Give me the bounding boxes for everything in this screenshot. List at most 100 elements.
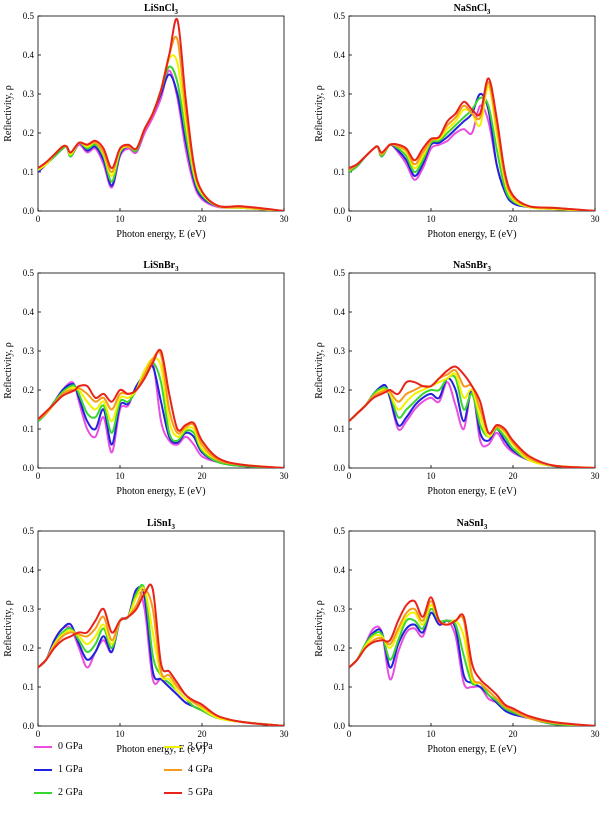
y-tick-label: 0.0 <box>23 206 35 216</box>
x-tick-label: 10 <box>427 729 437 739</box>
y-tick-label: 0.4 <box>23 307 35 317</box>
chart-title: LiSnCl3 <box>144 3 179 16</box>
x-tick-label: 10 <box>427 214 437 224</box>
x-tick-label: 30 <box>591 729 600 739</box>
chart-title: LiSnBr3 <box>143 260 179 273</box>
series-line <box>38 17 284 211</box>
series-line <box>349 611 595 726</box>
x-tick-label: 0 <box>347 729 352 739</box>
y-tick-label: 0.0 <box>334 206 346 216</box>
series-line <box>349 607 595 726</box>
legend: 0 GPa 1 GPa 2 GPa 3 GPa 4 GPa 5 GPa <box>34 741 294 811</box>
y-tick-label: 0.1 <box>334 424 345 434</box>
x-tick-label: 20 <box>509 471 519 481</box>
chart-title-subscript: 3 <box>171 523 175 531</box>
chart-panel: 0 10 20 30 0.0 0.1 0.2 0.3 0.4 0.5 LiSnI3 Photon en… <box>3 518 289 755</box>
y-tick-label: 0.5 <box>23 11 35 21</box>
x-axis-label: Photon energy, E (eV) <box>116 486 205 497</box>
x-tick-label: 20 <box>198 471 208 481</box>
plot-frame <box>348 272 596 469</box>
y-tick-label: 0.4 <box>334 565 346 575</box>
chart-title-subscript: 3 <box>175 8 179 16</box>
y-tick-label: 0.5 <box>334 268 346 278</box>
y-tick-label: 0.3 <box>334 604 346 614</box>
series-line <box>349 611 595 726</box>
chart-title-subscript: 3 <box>487 8 491 16</box>
x-axis-label: Photon energy, E (eV) <box>116 744 205 755</box>
series-line <box>38 586 284 726</box>
series-line <box>38 73 284 211</box>
y-tick-label: 0.1 <box>23 682 34 692</box>
y-tick-label: 0.0 <box>23 463 35 473</box>
y-tick-label: 0.2 <box>23 643 34 653</box>
plot-frame <box>348 15 596 212</box>
y-tick-label: 0.2 <box>23 128 34 138</box>
y-tick-label: 0.2 <box>334 643 345 653</box>
y-tick-label: 0.4 <box>334 307 346 317</box>
y-axis-label: Reflectivity, ρ <box>314 600 325 657</box>
legend-swatch <box>164 792 182 794</box>
y-tick-label: 0.5 <box>334 11 346 21</box>
x-tick-label: 20 <box>198 729 208 739</box>
legend-swatch <box>34 792 52 794</box>
x-axis-label: Photon energy, E (eV) <box>427 229 516 240</box>
y-tick-label: 0.1 <box>23 167 34 177</box>
y-tick-label: 0.2 <box>334 385 345 395</box>
chart-panel: 0 10 20 30 0.0 0.1 0.2 0.3 0.4 0.5 NaSnBr3 Photon e… <box>314 260 600 497</box>
y-tick-label: 0.2 <box>23 385 34 395</box>
y-axis-label: Reflectivity, ρ <box>3 600 14 657</box>
x-axis-label: Photon energy, E (eV) <box>116 229 205 240</box>
x-tick-label: 0 <box>347 471 352 481</box>
y-tick-label: 0.3 <box>334 89 346 99</box>
x-tick-label: 30 <box>280 729 290 739</box>
y-axis-label: Reflectivity, ρ <box>3 342 14 399</box>
y-tick-label: 0.1 <box>334 682 345 692</box>
series-line <box>38 361 284 468</box>
series-line <box>349 377 595 468</box>
y-tick-label: 0.1 <box>334 167 345 177</box>
y-axis-label: Reflectivity, ρ <box>314 85 325 142</box>
y-tick-label: 0.3 <box>334 346 346 356</box>
series-line <box>38 583 284 726</box>
y-tick-label: 0.1 <box>23 424 34 434</box>
plot-frame <box>348 530 596 727</box>
series-line <box>38 364 284 468</box>
legend-label: 3 GPa <box>188 741 213 752</box>
y-tick-label: 0.0 <box>334 463 346 473</box>
y-axis-label: Reflectivity, ρ <box>3 85 14 142</box>
y-tick-label: 0.5 <box>23 268 35 278</box>
x-tick-label: 30 <box>280 471 290 481</box>
legend-swatch <box>34 769 52 771</box>
chart-title: NaSnBr3 <box>453 260 491 273</box>
x-tick-label: 20 <box>198 214 208 224</box>
y-axis-label: Reflectivity, ρ <box>314 342 325 399</box>
legend-swatch <box>164 746 182 748</box>
series-line <box>38 583 284 726</box>
series-line <box>349 374 595 468</box>
x-axis-label: Photon energy, E (eV) <box>427 486 516 497</box>
y-tick-label: 0.4 <box>23 50 35 60</box>
chart-title: NaSnCl3 <box>454 3 491 16</box>
chart-title-subscript: 3 <box>484 523 488 531</box>
series-line <box>38 348 284 468</box>
x-tick-label: 30 <box>280 214 290 224</box>
x-tick-label: 10 <box>116 471 126 481</box>
chart-title-subscript: 3 <box>487 265 491 273</box>
series-line <box>349 372 595 468</box>
x-tick-label: 0 <box>36 471 41 481</box>
y-tick-label: 0.5 <box>23 526 35 536</box>
chart-panel: 0 10 20 30 0.0 0.1 0.2 0.3 0.4 0.5 NaSnCl3 Photon e… <box>314 3 600 240</box>
series-line <box>38 35 284 211</box>
y-tick-label: 0.0 <box>23 721 35 731</box>
y-tick-label: 0.3 <box>23 346 35 356</box>
legend-label: 2 GPa <box>58 787 83 798</box>
x-tick-label: 10 <box>116 729 126 739</box>
y-tick-label: 0.4 <box>334 50 346 60</box>
series-line <box>38 585 284 726</box>
legend-label: 4 GPa <box>188 764 213 775</box>
x-tick-label: 10 <box>116 214 126 224</box>
chart-panel: 0 10 20 30 0.0 0.1 0.2 0.3 0.4 0.5 NaSnI3 Photon en… <box>314 518 600 755</box>
series-line <box>349 81 595 211</box>
x-tick-label: 0 <box>36 729 41 739</box>
